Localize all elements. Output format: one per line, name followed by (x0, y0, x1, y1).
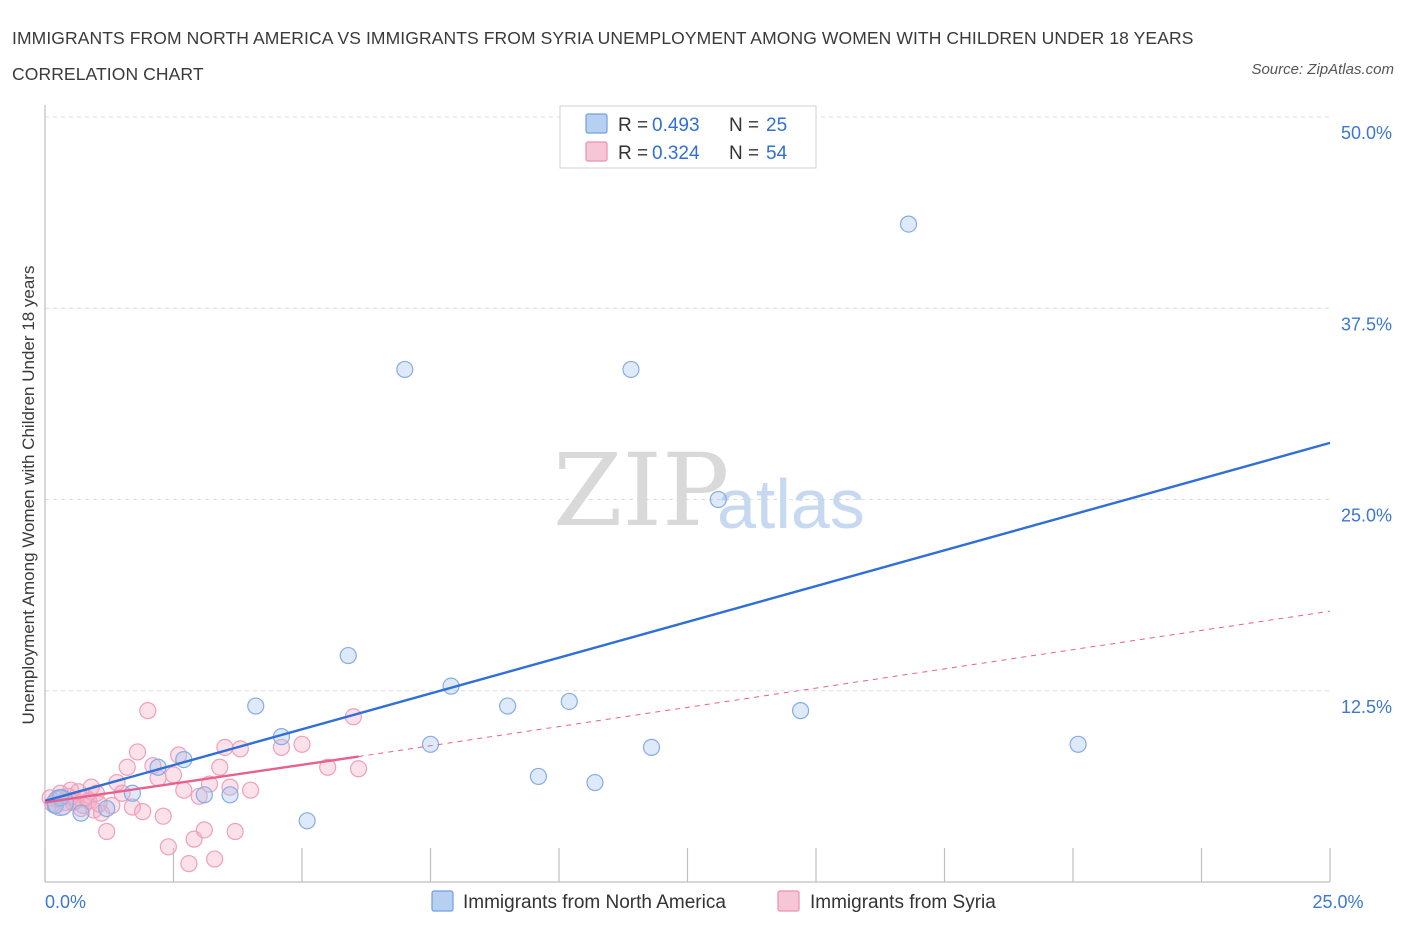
syria-point (128, 743, 147, 761)
syria-point (293, 735, 311, 753)
syria-point (118, 758, 136, 776)
north-america-trendline (44, 441, 1331, 803)
legend-r-value-1: 0.493 (652, 115, 700, 136)
north-america-point (622, 360, 640, 379)
bottom-legend-label-syria: Immigrants from Syria (810, 892, 996, 913)
y-tick-label: 25.0% (1341, 506, 1392, 526)
syria-point (206, 850, 224, 868)
north-america-point (421, 735, 440, 753)
x-tick-label-max: 25.0% (1312, 892, 1363, 912)
syria-point (103, 796, 121, 815)
north-america-point (899, 215, 918, 233)
syria-point (319, 758, 337, 776)
grid-lines (45, 116, 1330, 692)
bottom-legend-label-north-america: Immigrants from North America (463, 892, 726, 913)
legend-n-value-2: 54 (766, 143, 788, 164)
north-america-point (586, 773, 604, 792)
trend-lines (44, 441, 1331, 804)
legend-r-label-2: R = (618, 143, 648, 164)
syria-point (139, 702, 157, 720)
syria-point (211, 758, 229, 776)
bottom-legend-swatch-syria (777, 890, 800, 912)
syria-point (98, 822, 116, 841)
syria-point (154, 807, 172, 825)
north-america-point (529, 767, 548, 786)
north-america-point (221, 786, 239, 804)
chart-title: IMMIGRANTS FROM NORTH AMERICA VS IMMIGRA… (12, 28, 1194, 84)
top-legend: R = 0.493 N = 25 R = 0.324 N = 54 (559, 105, 817, 169)
bottom-legend-swatch-north-america (431, 890, 454, 912)
syria-point (226, 822, 244, 841)
watermark-atlas: atlas (717, 465, 865, 543)
syria-point (175, 781, 193, 799)
legend-r-label-1: R = (618, 115, 648, 136)
syria-trendline-extension (358, 610, 1331, 758)
y-tick-labels: 12.5% 25.0% 37.5% 50.0% (1341, 123, 1392, 717)
legend-swatch-north-america (585, 113, 608, 134)
north-america-point (339, 646, 357, 665)
syria-point (164, 766, 183, 784)
x-axis-ticks (44, 848, 1331, 882)
north-america-point (298, 812, 316, 830)
syria-point (123, 798, 141, 816)
y-tick-label: 37.5% (1341, 314, 1392, 334)
x-tick-label-min: 0.0% (45, 892, 86, 912)
chart-source: Source: ZipAtlas.com (1251, 61, 1394, 78)
legend-n-label-1: N = (729, 115, 759, 136)
north-america-point (396, 360, 414, 379)
north-america-point (247, 697, 265, 715)
syria-point (180, 855, 198, 873)
syria-point (349, 760, 368, 778)
syria-trendline (44, 755, 359, 804)
legend-swatch-syria (585, 141, 608, 162)
legend-n-label-2: N = (729, 143, 759, 164)
north-america-point (499, 697, 517, 715)
syria-point (242, 781, 260, 799)
syria-point (159, 838, 177, 856)
y-axis-label: Unemployment Among Women with Children U… (19, 266, 38, 725)
legend-r-value-2: 0.324 (652, 143, 700, 164)
north-america-point (642, 738, 661, 756)
legend-n-value-1: 25 (766, 115, 787, 136)
watermark-zip: ZIP (553, 432, 729, 549)
north-america-point (195, 786, 213, 804)
syria-point (134, 803, 152, 821)
north-america-point (1069, 735, 1087, 753)
north-america-point (791, 702, 810, 720)
bottom-legend: Immigrants from North America Immigrants… (431, 890, 996, 913)
y-tick-label: 50.0% (1341, 123, 1392, 143)
north-america-point (98, 799, 116, 818)
syria-point (195, 821, 213, 839)
north-america-point (72, 804, 90, 822)
y-tick-label: 12.5% (1341, 697, 1392, 717)
north-america-point (560, 692, 578, 711)
north-america-point (709, 490, 727, 509)
